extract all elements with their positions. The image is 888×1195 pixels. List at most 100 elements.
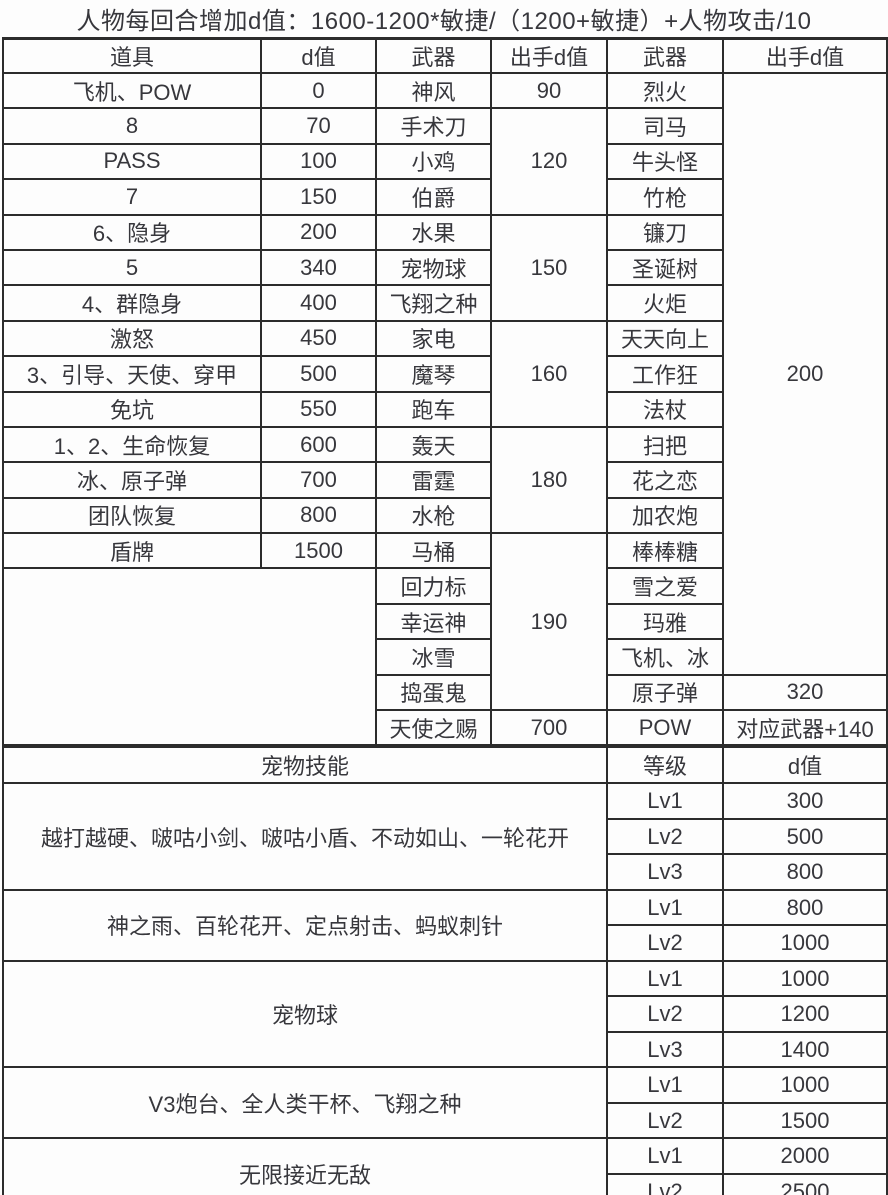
table-row: Lv2 1200 <box>3 995 888 1033</box>
shot-d-a-cell: 160 <box>490 319 608 428</box>
table-row: PASS 100 小鸡 牛头怪 <box>2 142 887 181</box>
pet-dvalue-cell: 500 <box>722 817 888 856</box>
level-cell: Lv2 <box>606 995 725 1033</box>
item-cell: 1、2、生命恢复 <box>2 425 262 464</box>
item-dvalue-cell: 450 <box>260 319 377 358</box>
weapon-b-cell: 天天向上 <box>606 319 724 358</box>
shot-d-a-cell: 90 <box>490 71 608 110</box>
item-dvalue-cell: 200 <box>260 213 377 251</box>
table-row: Lv2 1500 <box>3 1101 888 1140</box>
item-dvalue-cell: 700 <box>260 461 377 499</box>
weapon-b-cell: 镰刀 <box>606 213 724 251</box>
table-row: 冰雪 飞机、冰 <box>3 638 887 676</box>
item-cell: 免坑 <box>2 390 262 428</box>
table-row: Lv2 1000 <box>3 924 888 962</box>
table-row: Lv3 1400 <box>3 1030 888 1069</box>
weapon-b-cell: 玛雅 <box>606 602 724 641</box>
pet-dvalue-cell: 2500 <box>722 1172 888 1195</box>
item-dvalue-cell: 550 <box>260 390 377 428</box>
item-cell: 3、引导、天使、穿甲 <box>2 355 262 393</box>
weapon-b-cell: 棒棒糖 <box>606 532 724 570</box>
pet-skill-cell: 无限接近无敌 <box>1 1137 609 1195</box>
weapon-b-cell: 烈火 <box>606 71 724 110</box>
weapon-a-cell: 小鸡 <box>375 142 492 181</box>
item-cell: 盾牌 <box>2 532 262 570</box>
pet-dvalue-cell: 800 <box>722 853 888 891</box>
pet-dvalue-cell: 1000 <box>722 959 888 998</box>
weapon-a-cell: 回力标 <box>375 567 492 605</box>
shot-d-a-cell: 180 <box>490 425 608 535</box>
weapon-b-cell: 火炬 <box>606 284 724 322</box>
pet-dvalue-cell: 2000 <box>722 1137 888 1175</box>
weapon-b-cell: 竹枪 <box>606 178 724 216</box>
table-row: 免坑 550 跑车 法杖 <box>2 390 887 428</box>
item-cell: 激怒 <box>2 319 262 358</box>
item-cell: PASS <box>2 142 262 181</box>
level-cell: Lv1 <box>606 888 725 927</box>
table-row: 激怒 450 家电 160 天天向上 <box>2 319 887 428</box>
table-row: 无限接近无敌 Lv1 2000 <box>1 1137 888 1195</box>
weapon-b-cell: POW <box>606 709 724 747</box>
item-cell: 团队恢复 <box>2 496 262 535</box>
table-row: 神之雨、百轮花开、定点射击、蚂蚁刺针 Lv1 800 <box>1 888 888 962</box>
weapon-a-cell: 捣蛋鬼 <box>375 673 492 712</box>
weapon-b-cell: 法杖 <box>606 390 724 428</box>
shot-d-a-cell: 120 <box>490 107 608 216</box>
weapon-a-cell: 魔琴 <box>375 355 492 393</box>
item-dvalue-cell: 800 <box>260 496 377 535</box>
main-table: 道具 d值 武器 出手d值 武器 出手d值 飞机、POW 0 神风 90 烈火 … <box>2 37 888 747</box>
item-dvalue-cell: 0 <box>260 71 377 110</box>
pet-dvalue-cell: 800 <box>722 888 888 927</box>
table-row: 宠物球 Lv1 1000 <box>1 959 888 1069</box>
header-weapon-b: 武器 <box>606 37 724 74</box>
shot-d-a-cell: 150 <box>490 213 608 322</box>
item-dvalue-cell: 400 <box>260 284 377 322</box>
pet-dvalue-cell: 1000 <box>722 1066 888 1104</box>
header-pet-dvalue: d值 <box>722 746 888 785</box>
item-cell: 7 <box>2 178 262 216</box>
weapon-b-cell: 司马 <box>606 107 724 145</box>
level-cell: Lv2 <box>606 817 725 856</box>
page-title: 人物每回合增加d值：1600-1200*敏捷/（1200+敏捷）+人物攻击/10 <box>76 8 812 35</box>
table-row: Lv2 2500 <box>3 1172 888 1195</box>
header-shot-d-a: 出手d值 <box>490 37 608 74</box>
weapon-a-cell: 天使之赐 <box>375 709 492 747</box>
weapon-a-cell: 宠物球 <box>375 248 492 287</box>
shot-d-a-cell: 700 <box>490 709 608 747</box>
level-cell: Lv1 <box>606 782 725 820</box>
pet-skill-cell: 宠物球 <box>1 959 609 1069</box>
level-cell: Lv1 <box>606 959 725 998</box>
pet-header-row: 宠物技能 等级 d值 <box>1 746 888 785</box>
weapon-a-cell: 跑车 <box>375 390 492 428</box>
shot-d-b-cell: 200 <box>722 72 888 676</box>
weapon-a-cell: 家电 <box>375 319 492 358</box>
weapon-b-cell: 花之恋 <box>606 461 724 499</box>
item-dvalue-cell: 600 <box>260 425 377 464</box>
weapon-a-cell: 神风 <box>375 71 492 110</box>
level-cell: Lv2 <box>606 924 725 962</box>
pet-dvalue-cell: 1400 <box>722 1030 888 1069</box>
table-row: Lv2 500 <box>3 817 888 856</box>
table-row: 飞机、POW 0 神风 90 烈火 200 <box>2 71 888 676</box>
table-row: 团队恢复 800 水枪 加农炮 <box>2 496 887 535</box>
weapon-a-cell: 伯爵 <box>375 178 492 216</box>
pet-dvalue-cell: 1500 <box>722 1101 888 1140</box>
shot-d-a-cell: 190 <box>490 532 608 712</box>
header-level: 等级 <box>606 746 725 785</box>
weapon-a-cell: 马桶 <box>375 532 492 570</box>
level-cell: Lv3 <box>606 853 725 891</box>
weapon-b-cell: 工作狂 <box>606 355 724 393</box>
item-dvalue-cell: 500 <box>260 355 377 393</box>
table-row: 冰、原子弹 700 雷霆 花之恋 <box>2 461 887 499</box>
weapon-b-cell: 牛头怪 <box>606 142 724 181</box>
table-row: 回力标 雪之爱 <box>2 567 887 747</box>
table-row: 6、隐身 200 水果 150 镰刀 <box>2 213 887 322</box>
item-cell: 6、隐身 <box>2 213 262 251</box>
header-row: 道具 d值 武器 出手d值 武器 出手d值 <box>2 37 888 74</box>
weapon-a-cell: 幸运神 <box>375 602 492 641</box>
weapon-a-cell: 雷霆 <box>375 461 492 499</box>
table-row: 8 70 手术刀 120 司马 <box>2 107 887 216</box>
level-cell: Lv2 <box>606 1172 725 1195</box>
header-weapon-a: 武器 <box>375 37 492 74</box>
